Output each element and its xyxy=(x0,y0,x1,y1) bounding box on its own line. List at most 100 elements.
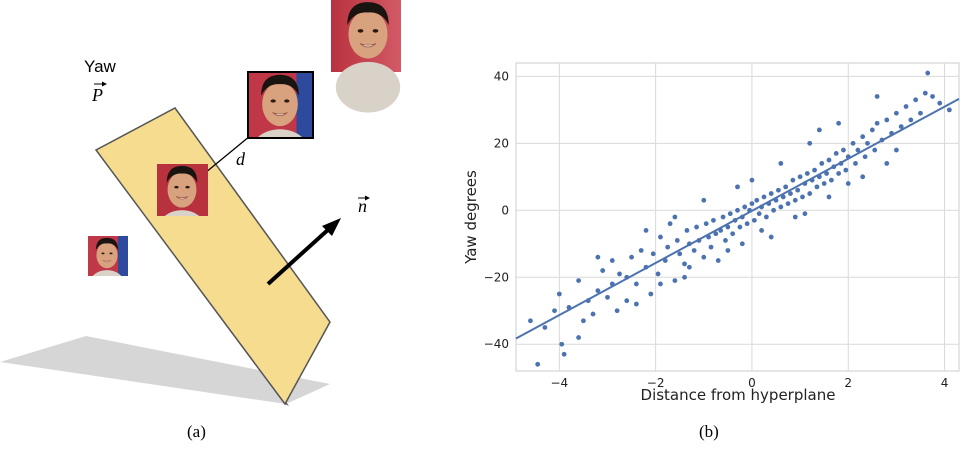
data-point xyxy=(672,214,678,220)
data-point xyxy=(778,161,784,166)
data-point xyxy=(785,201,791,207)
data-point xyxy=(739,241,745,247)
data-point xyxy=(672,278,678,284)
data-point xyxy=(614,308,620,314)
label-n-vector: n xyxy=(358,195,370,216)
data-point xyxy=(686,264,692,270)
data-point xyxy=(723,238,728,243)
data-point xyxy=(749,177,755,183)
data-point xyxy=(590,311,596,317)
face-image-left xyxy=(88,236,128,276)
data-point xyxy=(792,214,798,220)
data-point xyxy=(648,291,654,297)
data-point xyxy=(727,211,733,217)
face-image-middle xyxy=(247,71,314,139)
data-point xyxy=(937,100,943,106)
data-point xyxy=(807,140,813,146)
hyperplane xyxy=(94,107,331,406)
data-point xyxy=(730,231,736,237)
data-point xyxy=(894,147,899,153)
data-point xyxy=(703,221,709,227)
data-point xyxy=(655,271,661,277)
data-point xyxy=(535,361,541,367)
data-point xyxy=(737,224,743,230)
panel-a: Yaw P d n xyxy=(0,0,401,406)
x-tick-label: −4 xyxy=(550,376,568,390)
data-point xyxy=(552,308,557,314)
data-point xyxy=(792,197,798,203)
y-axis-label: Yaw degrees xyxy=(462,170,480,265)
caption-b: (b) xyxy=(699,422,719,441)
data-point xyxy=(776,187,781,193)
data-point xyxy=(528,318,533,324)
data-point xyxy=(542,325,548,330)
data-point xyxy=(824,171,829,176)
data-point xyxy=(633,281,639,287)
face-image-on-plane xyxy=(157,164,208,216)
data-point xyxy=(853,161,858,166)
y-tick-label: 40 xyxy=(494,69,509,83)
data-point xyxy=(922,90,928,96)
data-point xyxy=(643,227,649,233)
data-point xyxy=(843,167,849,173)
data-point xyxy=(874,120,880,126)
data-point xyxy=(860,134,866,140)
data-point xyxy=(595,254,601,260)
data-point xyxy=(826,157,832,163)
data-point xyxy=(819,161,825,166)
data-point xyxy=(812,167,817,173)
data-point xyxy=(609,258,615,263)
data-point xyxy=(845,181,851,186)
data-point xyxy=(751,217,757,223)
data-point xyxy=(708,244,714,250)
data-point xyxy=(771,207,777,213)
data-point xyxy=(903,104,909,109)
data-point xyxy=(768,234,774,240)
data-point xyxy=(633,301,639,307)
gridlines xyxy=(516,63,959,371)
y-tick-label: 20 xyxy=(494,136,509,150)
data-point xyxy=(814,184,820,190)
data-point xyxy=(595,288,601,294)
data-point xyxy=(735,207,740,213)
label-yaw: Yaw xyxy=(84,57,117,76)
data-point xyxy=(850,140,856,146)
svg-text:n: n xyxy=(358,196,367,216)
data-point xyxy=(836,171,842,176)
data-point xyxy=(828,177,834,183)
data-point xyxy=(650,251,656,257)
data-point xyxy=(742,204,748,210)
data-point xyxy=(918,110,923,116)
data-point xyxy=(790,177,796,183)
data-point xyxy=(807,191,813,196)
data-point xyxy=(638,248,644,253)
data-point xyxy=(725,248,731,253)
x-axis-label: Distance from hyperplane xyxy=(641,386,836,404)
distance-line xyxy=(204,135,251,174)
data-point xyxy=(629,254,634,260)
y-tick-label: −40 xyxy=(484,337,509,351)
data-point xyxy=(624,298,630,304)
data-point xyxy=(865,140,870,146)
label-p-vector: P xyxy=(91,81,107,105)
data-point xyxy=(691,248,697,253)
svg-text:P: P xyxy=(91,85,103,105)
data-point xyxy=(576,335,581,340)
data-point xyxy=(754,197,760,203)
data-point xyxy=(925,70,931,76)
data-point xyxy=(783,184,789,190)
data-point xyxy=(561,351,567,357)
data-point xyxy=(800,194,805,200)
data-point xyxy=(778,204,784,210)
data-point xyxy=(768,191,774,196)
data-point xyxy=(872,147,878,153)
data-point xyxy=(684,227,690,233)
data-point xyxy=(908,117,914,123)
data-point xyxy=(788,191,793,196)
fit-line xyxy=(515,97,960,340)
data-point xyxy=(677,251,683,257)
y-tick-labels: −40 −20 0 20 40 xyxy=(484,69,509,351)
data-point xyxy=(841,147,846,153)
data-point xyxy=(816,127,822,133)
